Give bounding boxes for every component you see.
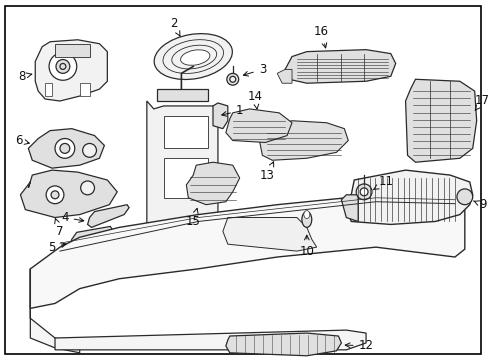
Polygon shape <box>80 83 90 96</box>
Text: 1: 1 <box>221 104 244 117</box>
Text: 8: 8 <box>19 70 32 83</box>
Polygon shape <box>259 121 348 160</box>
Circle shape <box>55 139 75 158</box>
Text: 3: 3 <box>244 63 266 76</box>
Text: 2: 2 <box>170 18 180 36</box>
Circle shape <box>81 181 95 195</box>
Polygon shape <box>406 79 477 162</box>
Text: 15: 15 <box>186 208 201 228</box>
Circle shape <box>356 184 372 200</box>
Polygon shape <box>70 226 112 251</box>
Polygon shape <box>55 330 366 350</box>
Polygon shape <box>157 89 208 101</box>
Ellipse shape <box>163 40 223 73</box>
Polygon shape <box>277 69 292 83</box>
Polygon shape <box>226 333 342 356</box>
Polygon shape <box>226 109 292 143</box>
Text: 6: 6 <box>15 134 29 147</box>
Text: 10: 10 <box>299 235 314 258</box>
Circle shape <box>230 76 236 82</box>
Text: 14: 14 <box>248 90 263 109</box>
Ellipse shape <box>302 212 312 228</box>
Polygon shape <box>147 101 218 241</box>
Polygon shape <box>285 50 396 83</box>
Circle shape <box>360 188 368 196</box>
Polygon shape <box>35 40 107 101</box>
Ellipse shape <box>181 50 210 65</box>
Circle shape <box>46 186 64 204</box>
Ellipse shape <box>154 33 232 80</box>
Text: 9: 9 <box>473 198 487 211</box>
Text: 7: 7 <box>55 219 64 238</box>
Circle shape <box>457 189 473 205</box>
Text: 17: 17 <box>475 94 490 111</box>
Polygon shape <box>45 83 52 96</box>
Polygon shape <box>223 217 317 251</box>
Polygon shape <box>30 269 80 353</box>
Polygon shape <box>186 162 240 205</box>
Polygon shape <box>342 195 358 221</box>
Circle shape <box>83 144 97 157</box>
Text: 16: 16 <box>314 25 329 48</box>
Circle shape <box>56 59 70 73</box>
Ellipse shape <box>304 211 310 219</box>
Polygon shape <box>164 158 208 198</box>
Circle shape <box>60 144 70 153</box>
Circle shape <box>49 53 77 80</box>
Text: 4: 4 <box>61 211 84 224</box>
Polygon shape <box>154 228 216 247</box>
Polygon shape <box>21 170 117 217</box>
Text: 12: 12 <box>345 339 373 352</box>
Polygon shape <box>88 205 129 228</box>
Ellipse shape <box>172 45 217 69</box>
Polygon shape <box>30 195 465 309</box>
Polygon shape <box>55 44 90 57</box>
Circle shape <box>227 73 239 85</box>
Text: 13: 13 <box>260 162 275 181</box>
Polygon shape <box>164 116 208 148</box>
Text: 5: 5 <box>49 240 66 254</box>
Circle shape <box>51 191 59 199</box>
Polygon shape <box>346 170 473 224</box>
Text: 11: 11 <box>373 175 393 190</box>
Polygon shape <box>28 129 104 168</box>
Polygon shape <box>213 103 228 129</box>
